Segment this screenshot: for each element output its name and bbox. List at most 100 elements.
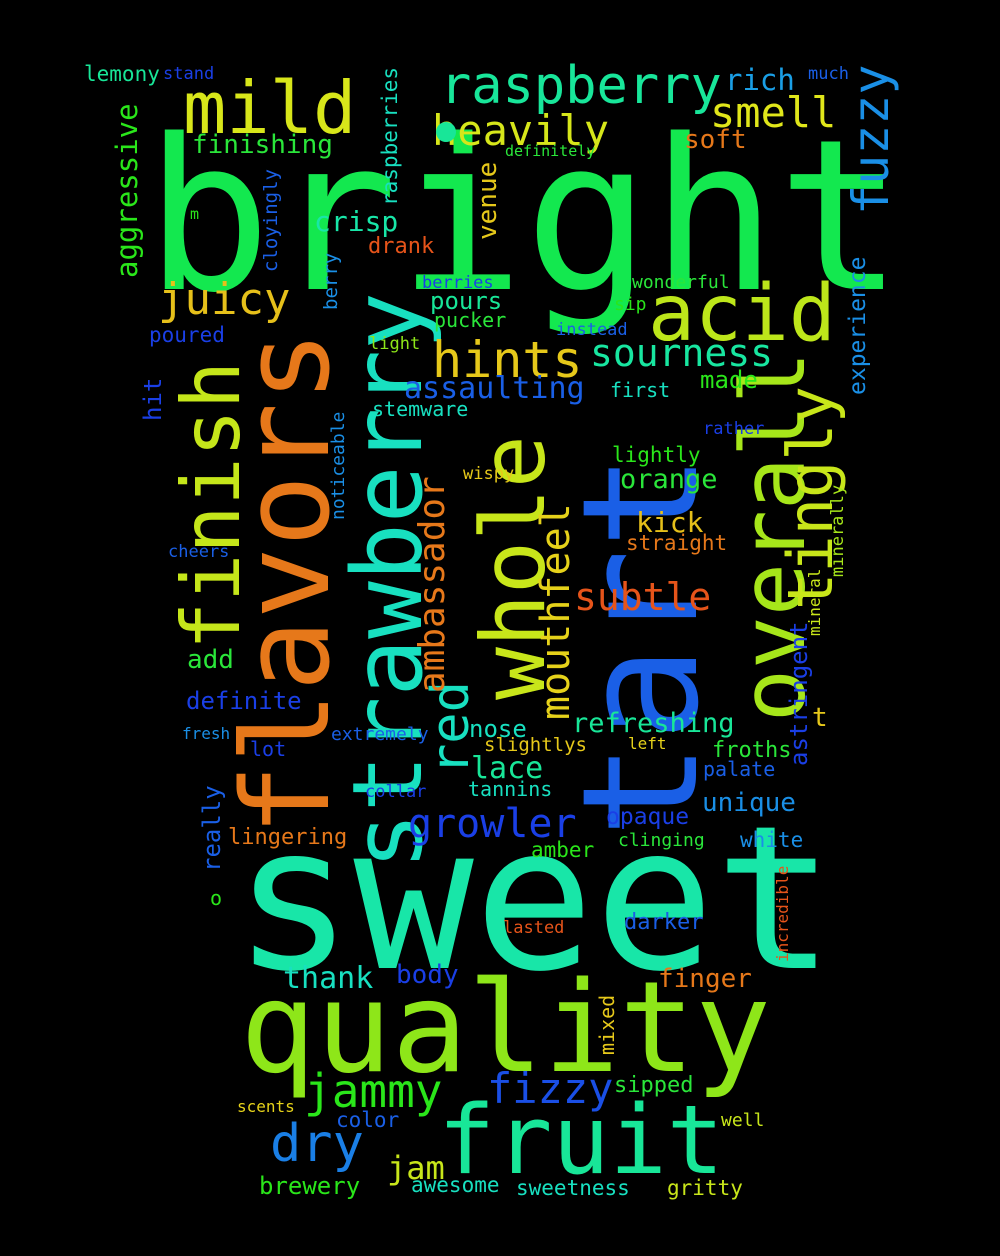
word-jammy: jammy <box>304 1064 443 1118</box>
word-amber: amber <box>531 838 595 862</box>
word-smell: smell <box>710 88 837 137</box>
word-finish: finish <box>165 361 258 650</box>
word-thank: thank <box>283 961 374 996</box>
word-clinging: clinging <box>618 830 705 851</box>
word-gritty: gritty <box>667 1176 743 1200</box>
word-brewery: brewery <box>259 1172 361 1200</box>
word-crisp: crisp <box>314 205 399 238</box>
word-definitely: definitely <box>505 142 596 160</box>
word-hit: hit <box>139 377 167 421</box>
word-quality: quality <box>240 954 772 1101</box>
word-aggressive: aggressive <box>110 103 144 278</box>
word-subtle: subtle <box>574 575 712 619</box>
word-rather: rather <box>703 419 765 439</box>
word-sourness: sourness <box>590 331 774 375</box>
word-poured: poured <box>149 323 225 347</box>
word-heavily: heavily <box>432 106 610 155</box>
word-really: really <box>198 785 226 872</box>
word-refreshing: refreshing <box>572 708 735 739</box>
word-incredible: incredible <box>773 865 792 962</box>
word-minerally: minerally <box>828 484 848 577</box>
word-raspberries: raspberries <box>378 66 402 206</box>
word-t: t <box>812 703 828 733</box>
word-add: add <box>187 645 234 675</box>
word-lingering: lingering <box>228 825 348 850</box>
word-rich: rich <box>725 63 795 97</box>
word-stemware: stemware <box>372 397 469 421</box>
word-soft: soft <box>684 125 747 155</box>
word-ambassador: ambassador <box>412 476 453 693</box>
word-juicy: juicy <box>158 274 291 325</box>
word-lightly: lightly <box>612 443 701 467</box>
word-cheers: cheers <box>168 542 230 562</box>
word-pucker: pucker <box>434 308 507 332</box>
dot-mark <box>436 122 456 142</box>
word-awesome: awesome <box>411 1173 500 1197</box>
word-growler: growler <box>408 801 577 847</box>
word-m: m <box>190 205 200 223</box>
word-drank: drank <box>368 234 435 259</box>
word-o: o <box>210 886 223 910</box>
word-sip: sip <box>614 294 647 315</box>
word-made: made <box>700 366 758 394</box>
word-tannins: tannins <box>468 777 553 801</box>
word-white: white <box>740 828 804 852</box>
word-hints: hints <box>432 331 583 389</box>
word-slightlys: slightlys <box>484 734 587 756</box>
word-acid: acid <box>648 269 836 359</box>
word-scents: scents <box>237 1097 295 1116</box>
word-finger: finger <box>658 964 752 994</box>
word-nose: nose <box>469 715 527 743</box>
word-mixed: mixed <box>595 994 619 1055</box>
word-mouthfeel: mouthfeel <box>533 503 579 720</box>
word-wispy: wispy <box>463 464 515 484</box>
word-body: body <box>396 960 459 990</box>
word-light: light <box>369 334 421 354</box>
word-fresh: fresh <box>182 724 231 743</box>
word-straight: straight <box>626 531 728 555</box>
word-left: left <box>628 734 667 753</box>
word-berries: berries <box>422 273 494 293</box>
word-wonderful: wonderful <box>632 272 730 293</box>
word-opaque: opaque <box>606 804 690 830</box>
word-much: much <box>808 64 849 84</box>
word-fizzy: fizzy <box>487 1064 614 1113</box>
word-pours: pours <box>430 287 503 315</box>
word-noticeable: noticeable <box>328 411 349 520</box>
word-raspberry: raspberry <box>440 56 722 116</box>
word-first: first <box>610 378 671 402</box>
word-fruit: fruit <box>438 1086 724 1196</box>
word-lemony: lemony <box>84 62 160 86</box>
word-sipped: sipped <box>614 1073 694 1098</box>
word-lace: lace <box>471 751 544 786</box>
word-dry: dry <box>270 1114 364 1174</box>
word-berry: berry <box>320 252 342 310</box>
word-froths: froths <box>712 738 792 763</box>
word-assaulting: assaulting <box>404 371 585 406</box>
word-finishing: finishing <box>192 130 333 160</box>
word-extremely: extremely <box>331 724 429 745</box>
word-palate: palate <box>703 757 776 781</box>
word-stand: stand <box>163 64 215 84</box>
word-color: color <box>336 1108 400 1132</box>
word-instead: instead <box>556 320 628 340</box>
word-venue: venue <box>473 161 503 240</box>
word-kick: kick <box>636 506 704 539</box>
word-well: well <box>721 1110 765 1131</box>
word-lot: lot <box>250 737 287 761</box>
word-sweetness: sweetness <box>516 1176 630 1200</box>
word-collar: collar <box>365 782 427 802</box>
word-lasted: lasted <box>503 918 565 938</box>
word-experience: experience <box>845 256 871 395</box>
word-mild: mild <box>183 66 357 150</box>
word-definite: definite <box>186 687 302 715</box>
word-orange: orange <box>620 464 718 495</box>
word-jam: jam <box>387 1149 445 1187</box>
word-cloyingly: cloyingly <box>260 169 282 272</box>
word-sweet: sweet <box>233 783 836 1016</box>
word-fuzzy: fuzzy <box>842 64 900 215</box>
word-darker: darker <box>624 910 704 935</box>
word-unique: unique <box>702 788 796 818</box>
word-bright: bright <box>145 94 904 339</box>
